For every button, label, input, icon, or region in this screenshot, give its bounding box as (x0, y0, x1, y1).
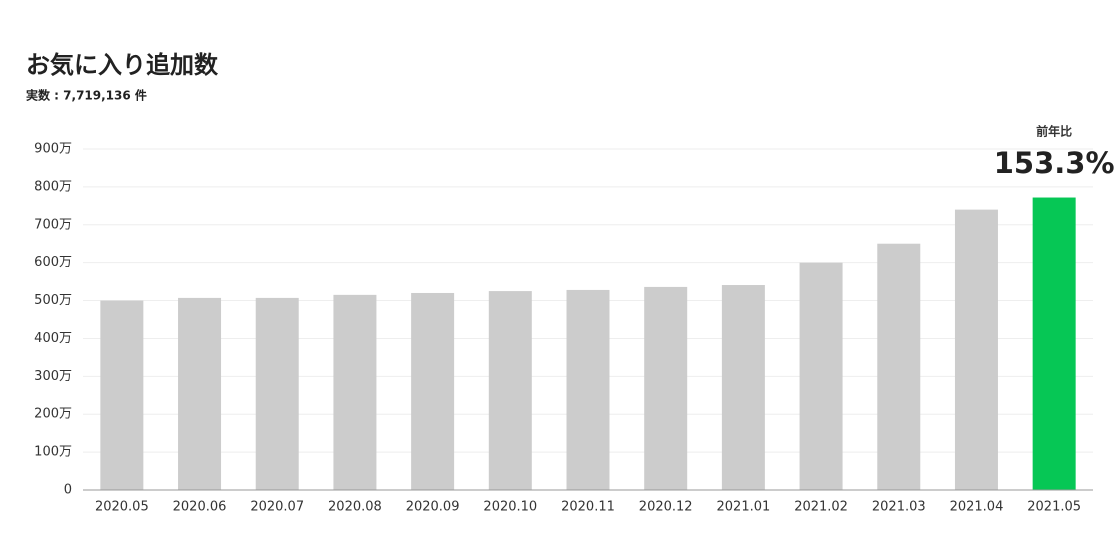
bar (799, 262, 843, 490)
y-tick-label: 400万 (34, 331, 72, 346)
annotation-value: 153.3% (994, 146, 1115, 180)
bar (954, 209, 998, 490)
chart-title: お気に入り追加数 (26, 51, 219, 79)
bar (333, 294, 377, 490)
annotation-label: 前年比 (1036, 124, 1072, 139)
y-tick-label: 100万 (34, 445, 72, 460)
bar (488, 291, 532, 490)
x-tick-label: 2020.07 (250, 500, 304, 515)
y-tick-label: 900万 (34, 142, 72, 157)
bar (877, 243, 921, 490)
x-tick-label: 2021.04 (950, 500, 1004, 515)
x-tick-label: 2020.08 (328, 500, 382, 515)
y-tick-label: 300万 (34, 369, 72, 384)
x-tick-label: 2021.02 (794, 500, 848, 515)
x-tick-label: 2021.03 (872, 500, 926, 515)
y-tick-label: 800万 (34, 179, 72, 194)
x-tick-label: 2020.05 (95, 500, 149, 515)
bar (566, 289, 610, 490)
x-tick-label: 2020.09 (406, 500, 460, 515)
x-tick-label: 2020.06 (173, 500, 227, 515)
bar (721, 285, 765, 490)
x-tick-label: 2020.10 (483, 500, 537, 515)
y-tick-label: 0 (64, 483, 72, 498)
bar (178, 297, 222, 490)
bar (411, 292, 455, 490)
y-tick-label: 600万 (34, 255, 72, 270)
bar (644, 286, 688, 490)
chart-subtitle: 実数 : 7,719,136 件 (26, 88, 147, 103)
x-tick-label: 2020.12 (639, 500, 693, 515)
bar (100, 300, 144, 490)
y-tick-label: 700万 (34, 217, 72, 232)
bar (255, 297, 299, 490)
y-tick-label: 500万 (34, 293, 72, 308)
x-tick-label: 2020.11 (561, 500, 615, 515)
y-tick-label: 200万 (34, 407, 72, 422)
bar (1032, 197, 1076, 490)
x-tick-label: 2021.01 (717, 500, 771, 515)
x-tick-label: 2021.05 (1027, 500, 1081, 515)
